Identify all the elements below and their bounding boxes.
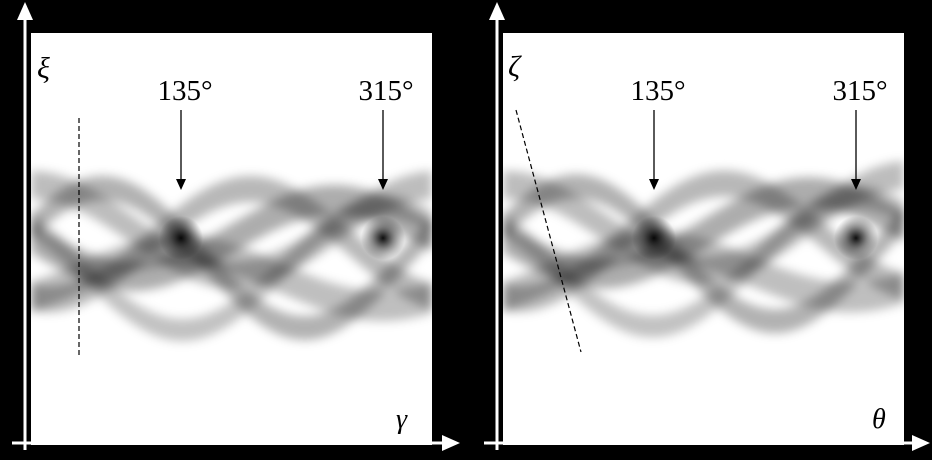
right-arrow-label-135: 135° — [630, 75, 685, 107]
right-arrow-315-head — [851, 179, 861, 190]
bandsL-band-5 — [31, 171, 432, 289]
left-arrow-label-315: 315° — [358, 75, 413, 107]
right-crossing-315 — [834, 216, 878, 260]
right-guide-line — [515, 109, 582, 353]
left-sinogram-bands — [31, 171, 432, 341]
bandsL-band-2 — [31, 176, 432, 312]
bandsR-band-3 — [503, 231, 904, 313]
right-x-axis-label: θ — [872, 404, 886, 435]
right-panel: ζ θ 135° 315° — [484, 2, 930, 451]
left-arrow-label-135: 135° — [157, 75, 212, 107]
left-arrow-135-head — [176, 179, 186, 190]
bandsL-band-3 — [31, 235, 432, 321]
left-y-axis-label: ξ — [37, 52, 50, 85]
right-crossing-135 — [632, 216, 676, 260]
left-x-axis-label: γ — [396, 404, 408, 435]
right-sinogram-bands — [503, 161, 904, 338]
right-y-axis-arrowhead — [489, 2, 505, 20]
left-arrow-315-head — [378, 179, 388, 190]
bandsR-band-2 — [503, 170, 904, 312]
left-y-axis-arrowhead — [17, 2, 33, 20]
right-arrow-135-head — [649, 179, 659, 190]
bandsR-band-5 — [503, 161, 904, 284]
left-panel: ξ γ 135° 315° — [12, 2, 460, 451]
right-x-axis-arrowhead — [912, 435, 930, 451]
left-x-axis-arrowhead — [442, 435, 460, 451]
right-arrow-label-315: 315° — [832, 75, 887, 107]
bandsL-band-6 — [31, 195, 432, 341]
right-y-axis-label: ζ — [508, 50, 522, 83]
bandsR-band-6 — [503, 186, 904, 338]
left-crossing-135 — [159, 216, 203, 260]
left-crossing-315 — [361, 216, 405, 260]
